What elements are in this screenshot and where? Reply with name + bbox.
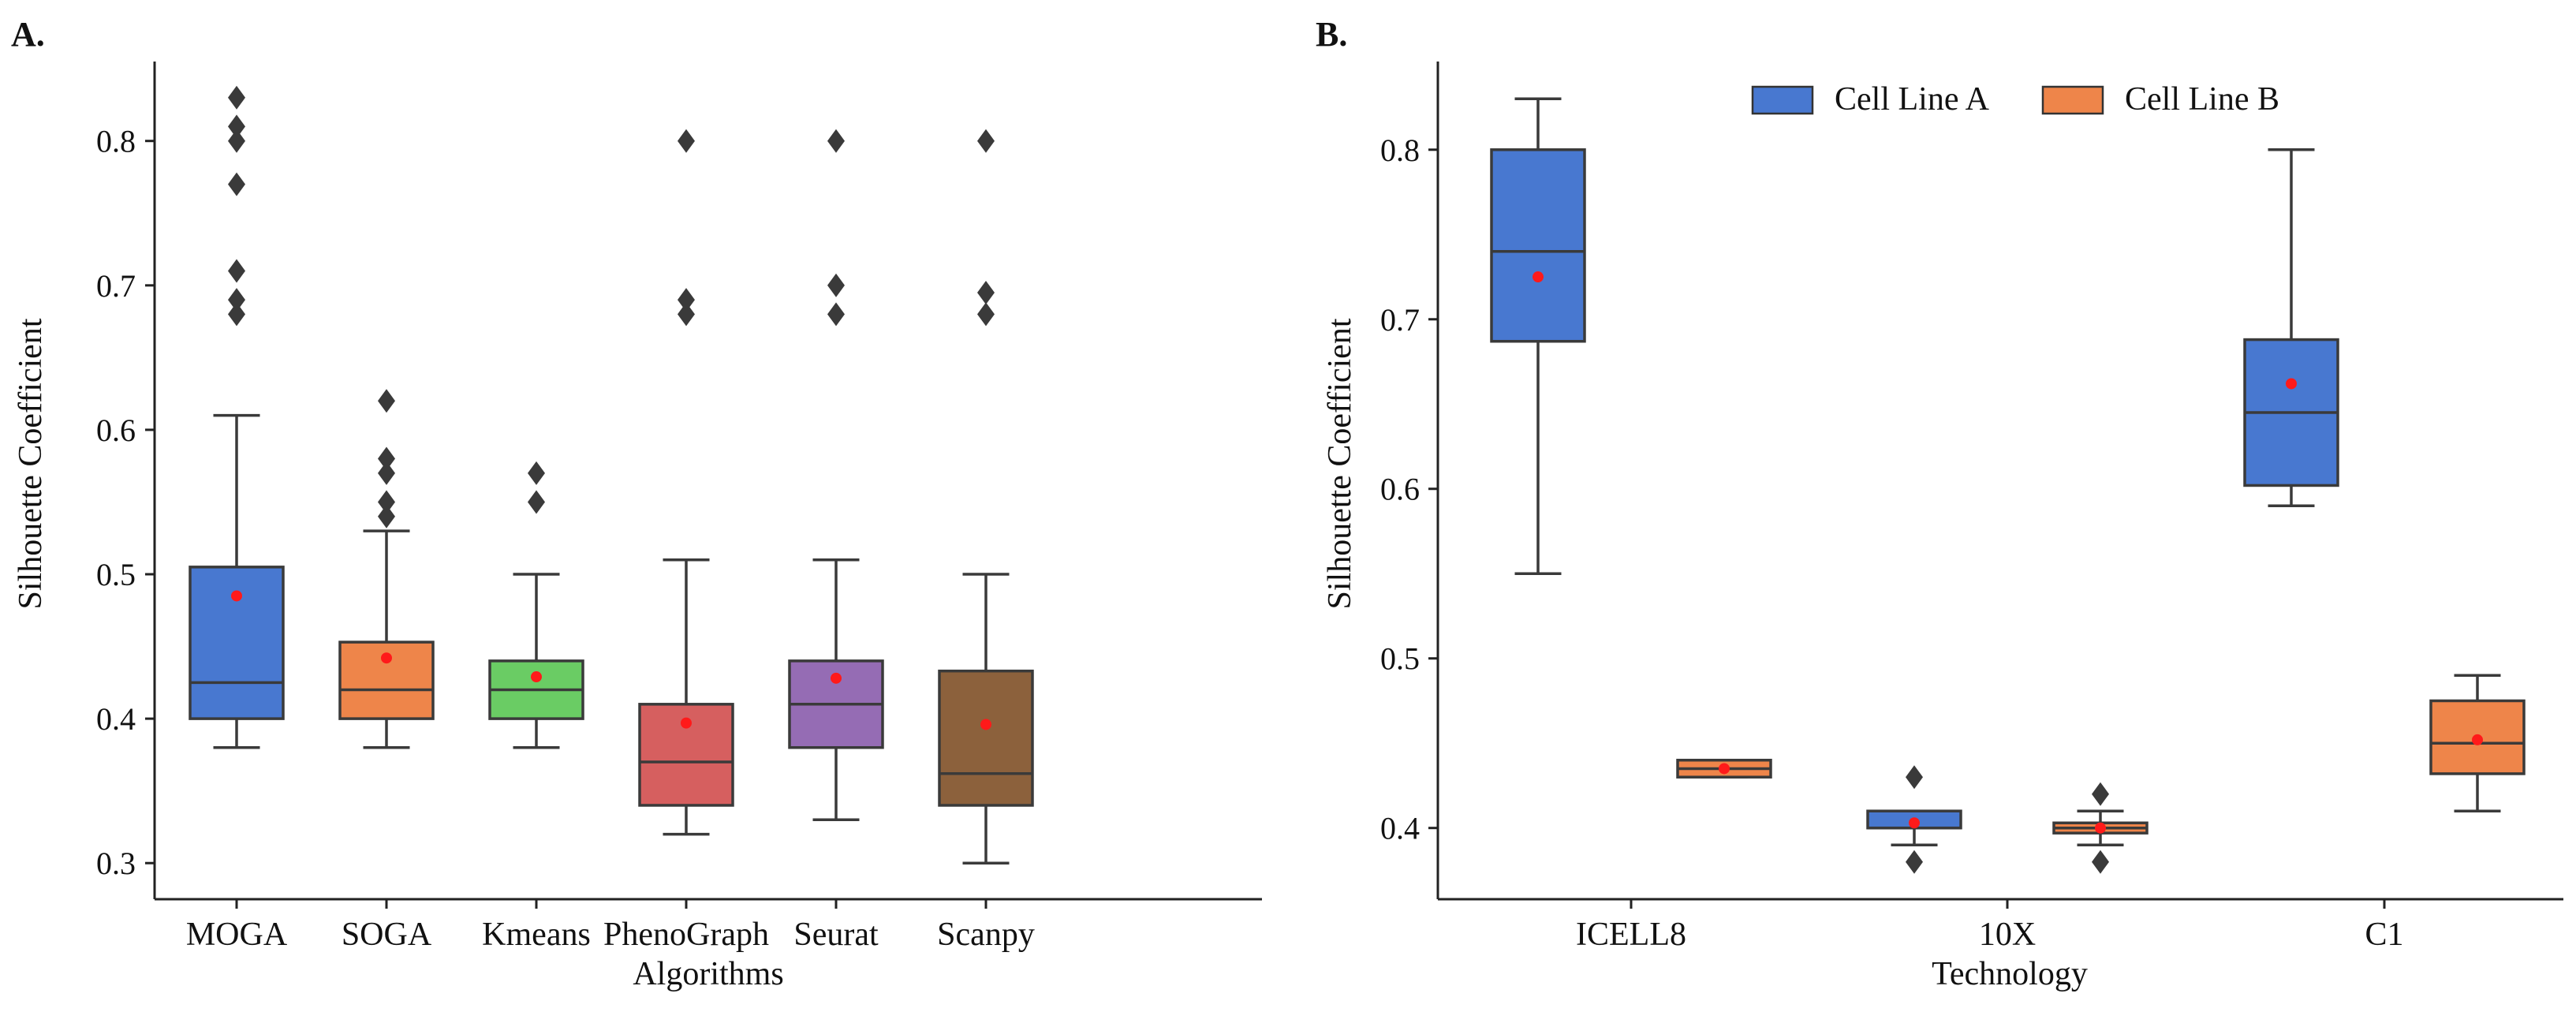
panel-b-x-tick-label-1: 10X [1979, 917, 2036, 953]
panel-a-y-axis-label: Silhouette Coefficient [13, 318, 49, 609]
box-seurat [788, 129, 884, 822]
box-soga [338, 389, 435, 749]
box-soga-outlier-1 [378, 490, 395, 514]
panel-a-y-tick-label-0: 0.3 [96, 846, 136, 881]
box-cell-line-a-c1-mean [2286, 378, 2297, 390]
box-cell-line-a-10x [1866, 765, 1962, 874]
box-cell-line-b-icell8-mean [1719, 763, 1730, 775]
box-seurat-outlier-0 [827, 302, 845, 327]
panel-a-x-tick-label-2: Kmeans [482, 917, 591, 953]
panel-b-label: B. [1316, 15, 1347, 54]
box-seurat-outlier-2 [827, 129, 845, 153]
panel-a-x-ticks: MOGA SOGA Kmeans PhenoGraph Seurat Scanpy [186, 899, 1035, 953]
panel-b-y-tick-label-2: 0.6 [1380, 472, 1420, 507]
box-seurat-mean [831, 672, 842, 684]
panel-a-y-ticks: 0.3 0.4 0.5 0.6 0.7 0.8 [96, 124, 155, 881]
legend-label-cell-line-b: Cell Line B [2125, 81, 2279, 118]
panel-b-x-tick-label-0: ICELL8 [1576, 917, 1686, 953]
box-phenograph-mean [681, 717, 692, 729]
panel-b-x-ticks: ICELL8 10X C1 [1576, 899, 2404, 953]
box-moga-outlier-6 [228, 85, 245, 110]
box-scanpy-outlier-1 [977, 280, 995, 304]
panel-a-y-tick-label-5: 0.8 [96, 124, 136, 159]
box-kmeans-outlier-0 [528, 490, 545, 514]
box-soga-outlier-4 [378, 389, 395, 413]
panel-a-x-tick-label-0: MOGA [186, 917, 288, 953]
box-cell-line-b-10x-outlier-1 [2092, 782, 2109, 806]
panel-a-x-tick-label-4: Seurat [793, 917, 879, 953]
panel-b-y-ticks: 0.4 0.5 0.6 0.7 0.8 [1380, 133, 1438, 846]
box-moga-outlier-0 [228, 302, 245, 327]
legend-swatch-cell-line-a [1751, 85, 1814, 115]
box-phenograph [638, 129, 734, 836]
panel-a-y-tick-label-2: 0.5 [96, 557, 136, 592]
box-moga-outlier-1 [228, 288, 245, 312]
box-scanpy-mean [980, 719, 991, 730]
panel-b-x-axis-label: Technology [1932, 956, 2088, 992]
box-cell-line-a-icell8 [1490, 97, 1586, 575]
panel-b-y-tick-label-3: 0.7 [1380, 302, 1420, 338]
box-moga-outlier-5 [228, 114, 245, 139]
legend-label-cell-line-a: Cell Line A [1835, 81, 1990, 118]
box-cell-line-b-c1 [2429, 674, 2526, 812]
box-moga-mean [231, 590, 242, 602]
box-soga-mean [381, 652, 392, 664]
box-soga-outlier-3 [378, 446, 395, 471]
box-kmeans-outlier-1 [528, 461, 545, 485]
panel-a-y-tick-label-3: 0.6 [96, 413, 136, 448]
panel-b-boxes [1490, 97, 2526, 874]
box-kmeans [488, 461, 584, 749]
box-phenograph-outlier-1 [678, 288, 695, 312]
box-cell-line-a-10x-outlier-1 [1906, 765, 1923, 790]
panel-a: A. Silhouette Coefficient Algorithms 0.3… [11, 15, 1262, 992]
panel-b-y-tick-label-0: 0.4 [1380, 811, 1420, 846]
box-scanpy-outlier-2 [977, 129, 995, 153]
box-kmeans-mean [531, 671, 542, 683]
box-seurat-outlier-1 [827, 273, 845, 297]
box-phenograph-outlier-0 [678, 302, 695, 327]
panel-b-y-tick-label-4: 0.8 [1380, 133, 1420, 168]
box-moga-outlier-3 [228, 172, 245, 196]
box-soga-outlier-0 [378, 504, 395, 528]
box-cell-line-a-10x-mean [1909, 817, 1920, 829]
legend-swatch-cell-line-b [2041, 85, 2104, 115]
box-cell-line-a-c1 [2243, 148, 2339, 507]
panel-a-y-tick-label-4: 0.7 [96, 268, 136, 304]
box-cell-line-b-icell8 [1676, 758, 1772, 779]
box-moga-box [189, 566, 285, 720]
box-scanpy [938, 129, 1034, 864]
panel-a-label: A. [11, 15, 45, 54]
box-moga [189, 85, 285, 749]
box-cell-line-b-10x-mean [2095, 822, 2106, 834]
box-soga-outlier-2 [378, 461, 395, 485]
panel-b-y-tick-label-1: 0.5 [1380, 641, 1420, 677]
panel-a-x-tick-label-5: Scanpy [937, 917, 1035, 953]
panel-a-x-axis-label: Algorithms [633, 956, 783, 992]
panel-a-x-tick-label-1: SOGA [342, 917, 432, 953]
box-moga-outlier-2 [228, 259, 245, 283]
box-scanpy-box [938, 669, 1034, 807]
panel-a-boxes [189, 85, 1034, 864]
panel-a-x-tick-label-3: PhenoGraph [603, 917, 769, 953]
panel-a-y-tick-label-1: 0.4 [96, 701, 136, 737]
panel-b-y-axis-label: Silhouette Coefficient [1322, 318, 1358, 609]
box-cell-line-b-c1-mean [2472, 734, 2483, 745]
box-scanpy-outlier-0 [977, 302, 995, 327]
box-cell-line-a-icell8-box [1490, 148, 1586, 343]
box-cell-line-b-10x [2052, 782, 2149, 874]
box-cell-line-a-10x-outlier-0 [1906, 850, 1923, 874]
box-cell-line-b-10x-outlier-0 [2092, 850, 2109, 874]
panel-b-legend: Cell Line A Cell Line B [1751, 81, 2279, 118]
box-moga-outlier-4 [228, 129, 245, 153]
panel-b: B. Silhouette Coefficient Technology 0.4… [1316, 15, 2563, 992]
box-cell-line-a-icell8-mean [1533, 271, 1544, 283]
box-phenograph-outlier-2 [678, 129, 695, 153]
panel-b-x-tick-label-2: C1 [2365, 917, 2403, 953]
